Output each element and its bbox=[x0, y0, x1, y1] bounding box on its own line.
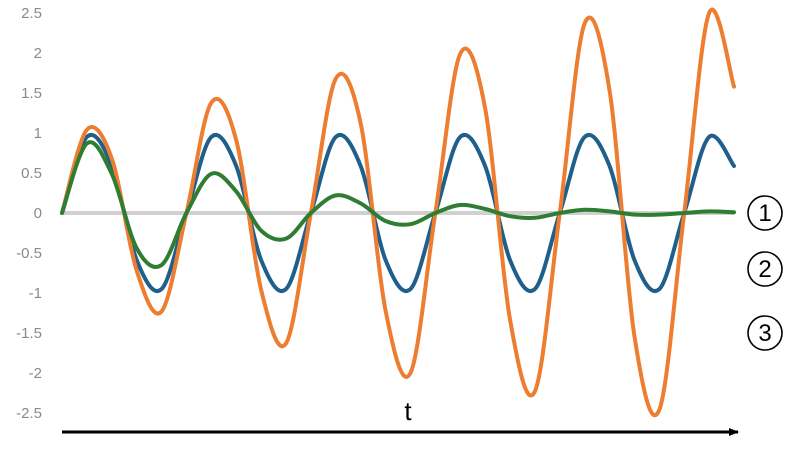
y-tick-label: 0 bbox=[34, 205, 42, 222]
y-tick-label: -1 bbox=[29, 285, 42, 302]
end-marker-circle bbox=[747, 251, 783, 287]
series-layer bbox=[60, 7, 736, 418]
end-marker-label: 3 bbox=[758, 320, 771, 347]
end-marker-label: 1 bbox=[758, 200, 771, 227]
y-tick-label: 1 bbox=[34, 125, 42, 142]
end-marker-3: 3 bbox=[747, 315, 783, 351]
y-tick-label: -0.5 bbox=[16, 245, 42, 262]
end-marker-circle bbox=[747, 195, 783, 231]
y-tick-label: -2 bbox=[29, 365, 42, 382]
end-marker-2: 2 bbox=[747, 251, 783, 287]
end-marker-1: 1 bbox=[747, 195, 783, 231]
y-tick-label: -2.5 bbox=[16, 405, 42, 422]
y-axis-tick-labels: 2.5 2 1.5 1 0.5 0 -0.5 -1 -1.5 -2 -2.5 bbox=[16, 5, 42, 422]
end-marker-label: 2 bbox=[758, 256, 771, 283]
y-tick-label: 2.5 bbox=[21, 5, 42, 22]
y-tick-label: 1.5 bbox=[21, 85, 42, 102]
series-line-3 bbox=[60, 7, 736, 418]
y-tick-label: 2 bbox=[34, 45, 42, 62]
end-marker-circle bbox=[747, 315, 783, 351]
y-tick-label: 0.5 bbox=[21, 165, 42, 182]
end-markers: 1 2 3 bbox=[747, 195, 783, 351]
x-axis-label: t bbox=[404, 396, 412, 426]
y-tick-label: -1.5 bbox=[16, 325, 42, 342]
series-line-1 bbox=[60, 140, 736, 269]
